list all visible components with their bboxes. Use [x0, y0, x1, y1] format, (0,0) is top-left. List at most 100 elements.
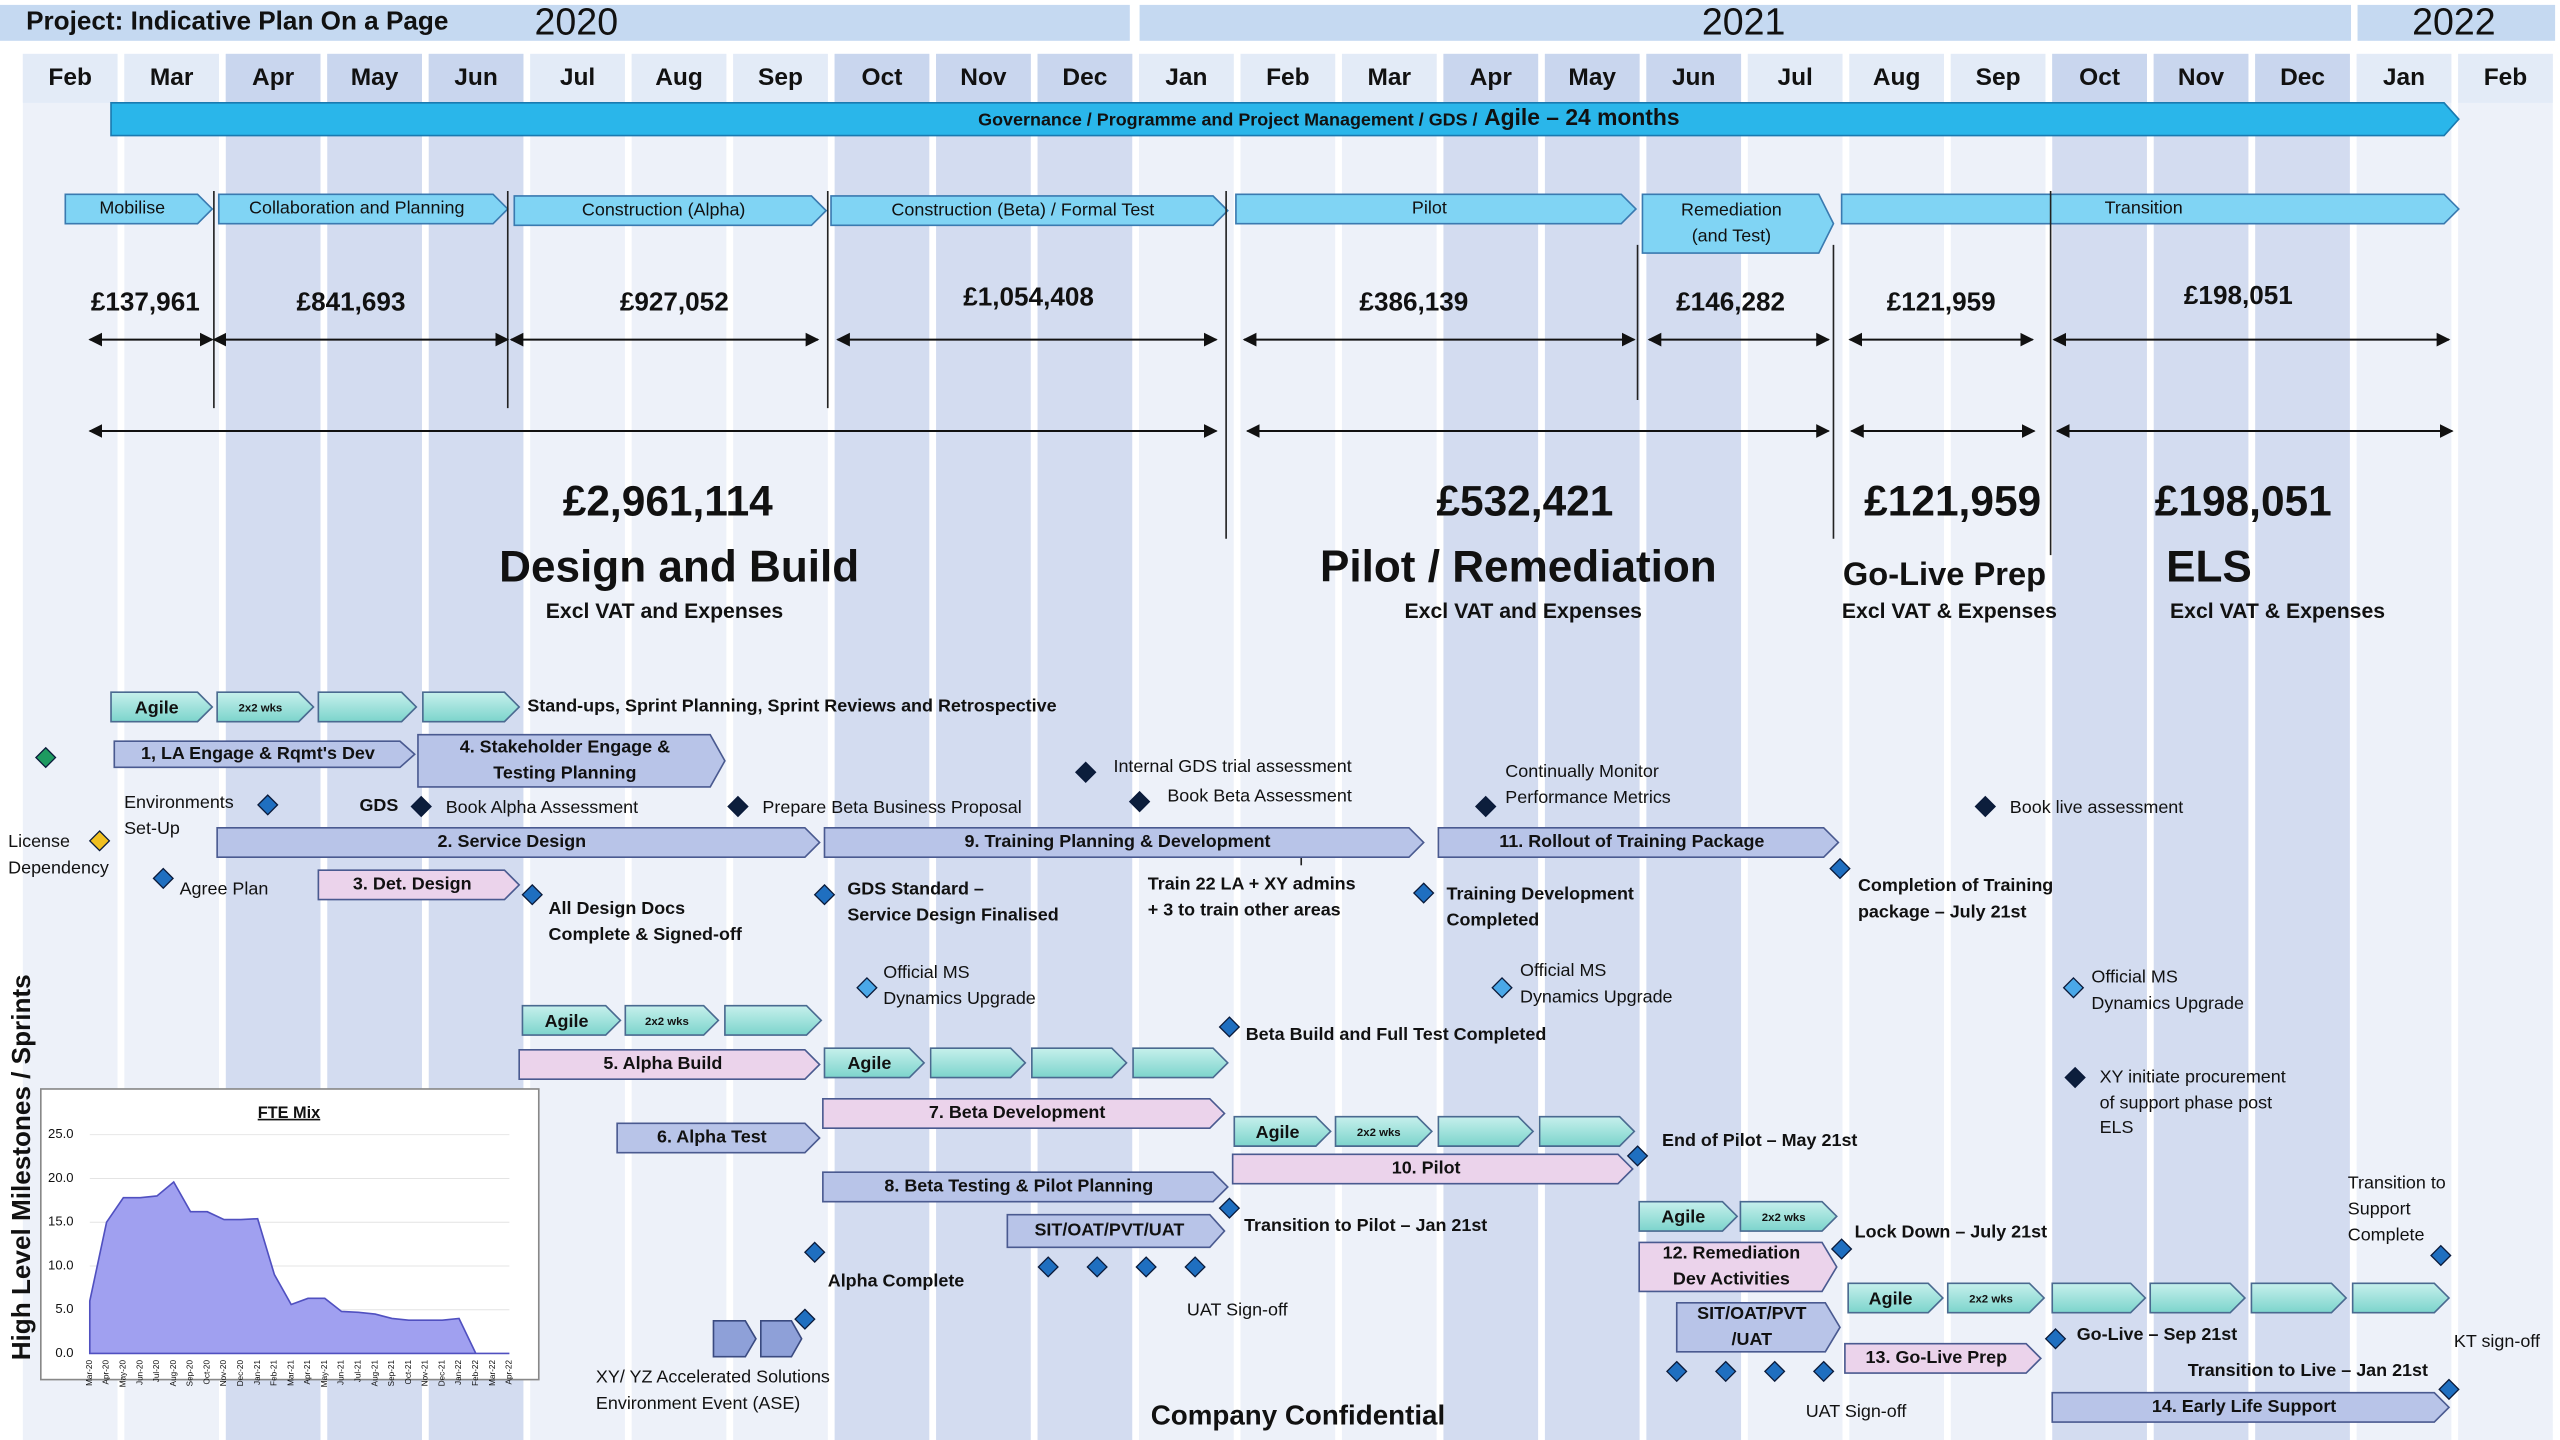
x-tick-label: Jun-21	[337, 1360, 346, 1385]
milestone-label: of support phase post	[2100, 1092, 2273, 1112]
year-band	[2357, 4, 2556, 41]
month-header-cell	[1849, 53, 1944, 103]
month-header-cell	[1747, 53, 1843, 103]
phase-cost: £927,052	[620, 287, 729, 317]
x-tick-label: Jul-20	[152, 1360, 161, 1383]
milestone-label: Transition to Pilot – Jan 21st	[1244, 1215, 1487, 1235]
month-header-cell	[225, 53, 321, 103]
sprint-label: 2x2 wks	[645, 1016, 689, 1028]
stage-note: Excl VAT & Expenses	[1842, 600, 2057, 623]
month-label: Apr	[252, 64, 295, 91]
month-column	[1747, 53, 1843, 1440]
x-tick-label: Jan-21	[253, 1360, 262, 1385]
month-column	[1646, 53, 1742, 1440]
milestone-diamond	[34, 746, 57, 769]
milestone-label: Agree Plan	[180, 879, 269, 899]
year-label: 2020	[535, 0, 619, 42]
year-label: 2022	[2412, 0, 2496, 42]
sprint-label: Agile	[1256, 1122, 1300, 1142]
task-label: 14. Early Life Support	[2152, 1396, 2336, 1416]
milestone-diamond	[1218, 1016, 1241, 1038]
y-tick-label: 20.0	[48, 1170, 73, 1185]
milestone-label: Complete	[2348, 1225, 2425, 1245]
month-label: Mar	[1368, 64, 1412, 91]
task-bar	[1675, 1302, 1841, 1353]
month-header-cell	[2356, 53, 2452, 103]
task-label: 8. Beta Testing & Pilot Planning	[884, 1176, 1153, 1196]
x-tick-label: Apr-22	[505, 1360, 514, 1385]
month-header-cell	[2052, 53, 2147, 103]
milestone-label: Dynamics Upgrade	[883, 988, 1036, 1008]
month-label: Feb	[2484, 64, 2528, 91]
milestone-label: Completion of Training	[1858, 875, 2053, 895]
sprint-chevron	[2051, 1282, 2147, 1314]
ase-chevron	[760, 1320, 803, 1358]
milestone-diamond	[410, 795, 432, 818]
milestone-label: Environments	[124, 792, 234, 812]
milestone-label: Completed	[1447, 910, 1540, 930]
side-label: High Level Milestones / Sprints	[6, 974, 36, 1360]
sprint-chevron	[1132, 1047, 1229, 1079]
sprint-chevron	[2351, 1282, 2451, 1314]
phase-label: Pilot	[1412, 198, 1447, 218]
milestone-diamond	[1812, 1360, 1835, 1383]
phase-bar	[1235, 193, 1638, 225]
month-header-cell	[1950, 53, 2046, 103]
x-tick-label: Mar-20	[85, 1360, 94, 1386]
phase-label: (and Test)	[1692, 225, 1771, 245]
phase-label: Remediation	[1681, 199, 1782, 219]
task-label: Dev Activities	[1673, 1269, 1790, 1289]
milestone-label: Book Alpha Assessment	[446, 797, 638, 817]
year-band	[0, 4, 1130, 41]
month-header-cell	[124, 53, 220, 103]
milestone-diamond	[1763, 1360, 1786, 1383]
milestone-diamond	[152, 867, 174, 890]
milestone-label: Service Design Finalised	[847, 905, 1058, 925]
x-tick-label: Jan-22	[454, 1360, 463, 1385]
milestone-label: Lock Down – July 21st	[1855, 1221, 2047, 1241]
month-header-cell	[2255, 53, 2350, 103]
x-tick-label: Mar-21	[286, 1360, 295, 1386]
month-label: May	[1568, 64, 1616, 91]
milestone-diamond	[2430, 1244, 2452, 1267]
stage-total: £121,959	[1864, 478, 2041, 525]
milestone-label: XY/ YZ Accelerated Solutions	[596, 1367, 830, 1387]
phase-bar	[830, 195, 1229, 227]
month-column	[1341, 53, 1437, 1440]
governance-bar	[110, 102, 2460, 137]
month-column	[2458, 53, 2553, 1440]
sprint-chevron	[2149, 1282, 2247, 1314]
y-tick-label: 10.0	[48, 1257, 73, 1272]
x-tick-label: Apr-21	[303, 1360, 312, 1385]
phase-label: Mobilise	[99, 198, 165, 218]
month-column	[834, 53, 930, 1440]
sprint-label: Agile	[135, 697, 179, 717]
task-label: 5. Alpha Build	[603, 1053, 722, 1073]
milestone-diamond	[1474, 795, 1497, 818]
sprint-chevron	[2250, 1282, 2348, 1314]
month-label: Sep	[1976, 64, 2021, 91]
task-label: SIT/OAT/PVT/UAT	[1034, 1220, 1184, 1240]
task-bar	[1437, 826, 1840, 858]
sprint-chevron	[1946, 1282, 2046, 1314]
sprint-chevron	[1847, 1282, 1945, 1314]
milestone-label: All Design Docs	[549, 898, 686, 918]
sprint-label: Agile	[1661, 1207, 1705, 1227]
month-header-cell	[428, 53, 524, 103]
x-tick-label: Feb-21	[270, 1360, 279, 1386]
task-label: 12. Remediation	[1663, 1243, 1801, 1263]
milestone-label: Complete & Signed-off	[549, 924, 743, 944]
task-bar	[417, 733, 726, 788]
milestone-label: Support	[2348, 1199, 2411, 1219]
month-header-cell	[2153, 53, 2249, 103]
milestone-label: Transition to	[2348, 1172, 2446, 1192]
month-header-cell	[1139, 53, 1234, 103]
governance-highlight: Agile – 24 months	[1484, 104, 1679, 130]
x-tick-label: Nov-20	[219, 1360, 228, 1387]
phase-cost: £121,959	[1887, 287, 1996, 317]
milestone-diamond	[1666, 1360, 1688, 1383]
phase-bar	[1641, 193, 1835, 254]
sprint-label: Agile	[1869, 1288, 1913, 1308]
sprint-chevron	[624, 1004, 720, 1036]
